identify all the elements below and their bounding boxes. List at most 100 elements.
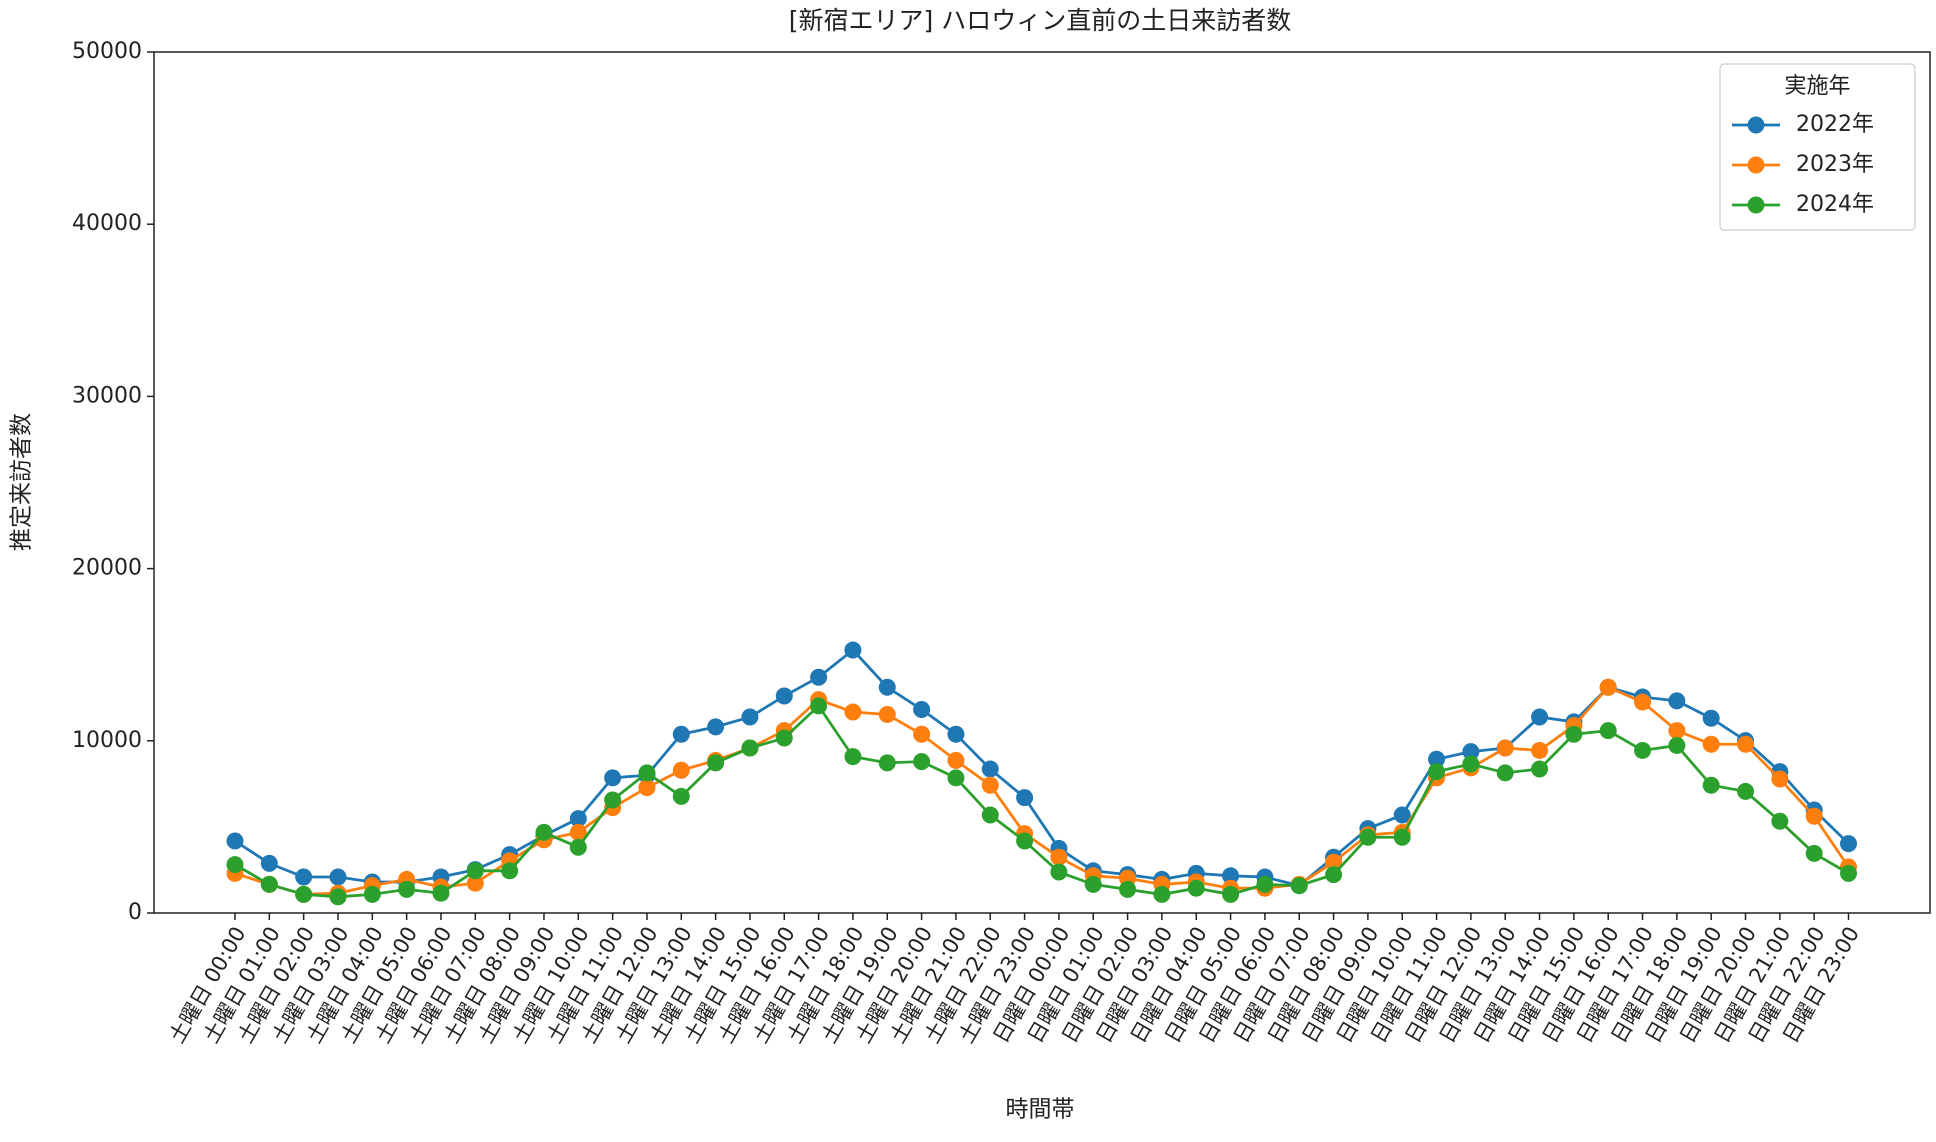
data-point xyxy=(226,832,244,850)
data-point xyxy=(844,703,862,721)
data-point xyxy=(466,874,484,892)
data-point xyxy=(1702,709,1720,727)
data-point xyxy=(878,754,896,772)
data-point xyxy=(1290,877,1308,895)
data-point xyxy=(1153,885,1171,903)
data-point xyxy=(638,779,656,797)
data-point xyxy=(1702,735,1720,753)
data-point xyxy=(604,791,622,809)
data-point xyxy=(947,769,965,787)
legend-marker xyxy=(1747,156,1765,174)
data-point xyxy=(947,725,965,743)
legend-label: 2022年 xyxy=(1796,112,1874,137)
x-axis-label: 時間帯 xyxy=(1006,1097,1075,1123)
data-point xyxy=(844,641,862,659)
legend-label: 2024年 xyxy=(1796,192,1874,217)
data-point xyxy=(981,776,999,794)
legend-marker xyxy=(1747,116,1765,134)
data-point xyxy=(1359,828,1377,846)
data-point xyxy=(878,678,896,696)
data-point xyxy=(535,823,553,841)
data-point xyxy=(1256,875,1274,893)
data-point xyxy=(432,884,450,902)
data-point xyxy=(878,705,896,723)
data-point xyxy=(1050,863,1068,881)
data-point xyxy=(295,868,313,886)
data-point xyxy=(981,806,999,824)
y-tick-label: 50000 xyxy=(72,39,142,64)
data-point xyxy=(1737,735,1755,753)
legend-label: 2023年 xyxy=(1796,152,1874,177)
data-point xyxy=(1222,867,1240,885)
data-point xyxy=(1737,782,1755,800)
data-point xyxy=(1462,755,1480,773)
data-point xyxy=(1084,875,1102,893)
data-point xyxy=(1771,812,1789,830)
data-point xyxy=(741,708,759,726)
data-point xyxy=(672,761,690,779)
data-point xyxy=(1599,722,1617,740)
data-point xyxy=(1393,828,1411,846)
data-point xyxy=(707,718,725,736)
data-point xyxy=(1531,741,1549,759)
data-point xyxy=(707,754,725,772)
data-point xyxy=(913,700,931,718)
data-point xyxy=(1462,743,1480,761)
data-point xyxy=(1668,736,1686,754)
data-point xyxy=(569,823,587,841)
data-point xyxy=(363,885,381,903)
data-point xyxy=(913,725,931,743)
data-point xyxy=(1668,722,1686,740)
y-tick-label: 40000 xyxy=(72,211,142,236)
legend-title: 実施年 xyxy=(1784,74,1850,99)
data-point xyxy=(329,868,347,886)
data-point xyxy=(741,739,759,757)
data-point xyxy=(1565,725,1583,743)
data-point xyxy=(1496,739,1514,757)
data-point xyxy=(604,769,622,787)
y-tick-label: 0 xyxy=(128,900,142,925)
data-point xyxy=(569,810,587,828)
data-point xyxy=(1531,708,1549,726)
plot-frame xyxy=(153,51,1931,914)
data-point xyxy=(1016,789,1034,807)
data-point xyxy=(947,751,965,769)
data-point xyxy=(672,787,690,805)
data-point xyxy=(1771,770,1789,788)
data-point xyxy=(1393,806,1411,824)
data-point xyxy=(329,888,347,906)
data-point xyxy=(1428,763,1446,781)
data-point xyxy=(1050,848,1068,866)
data-point xyxy=(398,880,416,898)
data-point xyxy=(569,838,587,856)
data-point xyxy=(1840,835,1858,853)
data-point xyxy=(226,856,244,874)
data-point xyxy=(1531,760,1549,778)
data-point xyxy=(1668,692,1686,710)
y-axis-label: 推定来訪者数 xyxy=(9,413,35,551)
data-point xyxy=(1187,879,1205,897)
data-point xyxy=(1634,693,1652,711)
data-point xyxy=(295,885,313,903)
data-point xyxy=(775,687,793,705)
data-point xyxy=(844,748,862,766)
y-tick-label: 30000 xyxy=(72,383,142,408)
y-tick-label: 10000 xyxy=(72,728,142,753)
data-point xyxy=(1496,764,1514,782)
data-point xyxy=(913,753,931,771)
data-point xyxy=(1702,776,1720,794)
chart-title: [新宿エリア] ハロウィン直前の土日来訪者数 xyxy=(789,6,1291,35)
data-point xyxy=(260,854,278,872)
data-point xyxy=(260,875,278,893)
data-point xyxy=(1016,832,1034,850)
data-point xyxy=(672,725,690,743)
y-tick-label: 20000 xyxy=(72,556,142,581)
data-point xyxy=(1325,853,1343,871)
legend-marker xyxy=(1747,196,1765,214)
data-point xyxy=(1325,866,1343,884)
data-point xyxy=(810,668,828,686)
data-point xyxy=(1840,864,1858,882)
data-point xyxy=(501,862,519,880)
